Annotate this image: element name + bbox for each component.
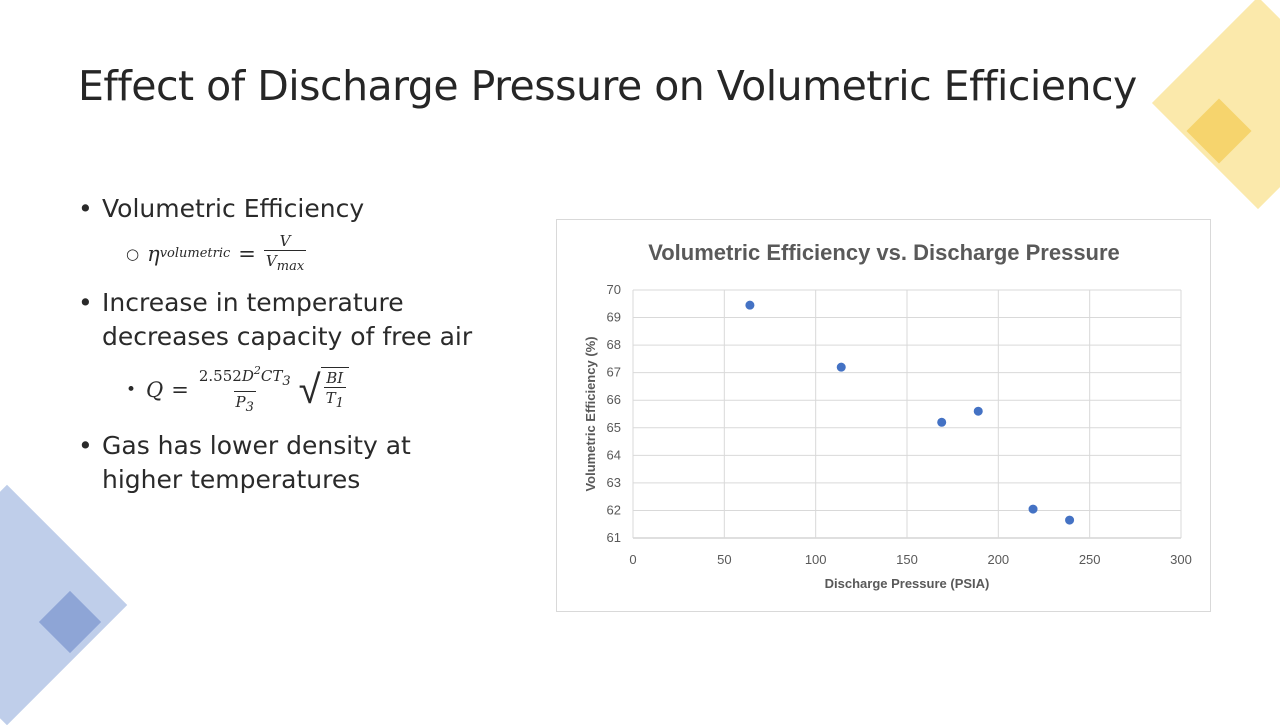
- radicand: BI T1: [320, 366, 349, 413]
- bullet-item: • Volumetric Efficiency: [78, 192, 498, 226]
- bullet-text: Increase in temperature decreases capaci…: [102, 288, 473, 351]
- square-root: √ BI T1: [298, 366, 349, 413]
- scatter-chart: Volumetric Efficiency vs. Discharge Pres…: [556, 219, 1211, 612]
- denominator-subscript: 3: [245, 400, 254, 415]
- sub-bullet-circle: ○: [126, 245, 140, 263]
- fraction: 2.552D2CT3 P3: [197, 362, 293, 417]
- data-point: [937, 417, 947, 427]
- eta-subscript: volumetric: [159, 246, 231, 261]
- formula-volumetric-efficiency: ○ η volumetric = V Vmax: [126, 232, 498, 276]
- bullet-list: • Volumetric Efficiency ○ η volumetric =…: [78, 192, 498, 497]
- y-tick-label: 68: [607, 337, 621, 352]
- denominator-base: T: [325, 388, 336, 407]
- denominator-base: P: [235, 393, 246, 411]
- slide-title: Effect of Discharge Pressure on Volumetr…: [78, 62, 1137, 110]
- x-axis-label: Discharge Pressure (PSIA): [825, 576, 990, 591]
- exponent: 2: [253, 364, 261, 377]
- chart-title: Volumetric Efficiency vs. Discharge Pres…: [648, 240, 1120, 265]
- denominator-subscript: max: [276, 259, 305, 274]
- sub-bullet-dot: •: [126, 379, 137, 400]
- bullet-item: • Increase in temperature decreases capa…: [78, 286, 498, 354]
- y-tick-label: 63: [607, 475, 621, 490]
- x-tick-label: 150: [896, 552, 918, 567]
- grid-lines: [632, 289, 1182, 539]
- x-tick-label: 200: [987, 552, 1009, 567]
- data-point: [1028, 504, 1038, 514]
- eta-symbol: η: [147, 242, 160, 266]
- ct-term: CT: [260, 367, 283, 385]
- bullet-text: Gas has lower density at higher temperat…: [102, 431, 411, 494]
- ct-subscript: 3: [282, 374, 291, 389]
- q-symbol: Q: [146, 377, 164, 402]
- x-tick-label: 0: [629, 552, 636, 567]
- diameter: D: [241, 367, 254, 385]
- denominator-subscript: 1: [335, 395, 344, 411]
- bullet-dot: •: [78, 194, 93, 223]
- y-tick-label: 64: [607, 447, 621, 462]
- equals-sign: =: [238, 242, 256, 266]
- y-tick-label: 62: [607, 502, 621, 517]
- y-tick-label: 65: [607, 420, 621, 435]
- data-point: [973, 406, 983, 416]
- y-tick-label: 61: [607, 530, 621, 545]
- y-tick-label: 70: [607, 282, 621, 297]
- formula-capacity: • Q = 2.552D2CT3 P3 √ BI T1: [126, 362, 498, 417]
- chart-svg: Volumetric Efficiency vs. Discharge Pres…: [583, 240, 1192, 591]
- bullet-dot: •: [78, 288, 93, 317]
- fraction-numerator: 2.552D2CT3: [197, 362, 293, 391]
- x-tick-label: 250: [1079, 552, 1101, 567]
- fraction-denominator: T1: [323, 386, 346, 413]
- y-axis-label: Volumetric Efficiency (%): [583, 336, 598, 491]
- data-points: [745, 300, 1075, 525]
- x-tick-label: 50: [717, 552, 731, 567]
- tick-labels: 61 62 63 64 65 66 67 68 69 70 0 50 100 150 200 250 300: [607, 282, 1192, 567]
- bullet-dot: •: [78, 431, 93, 460]
- fraction: V Vmax: [263, 232, 307, 276]
- radical-icon: √: [298, 366, 321, 413]
- bullet-text: Volumetric Efficiency: [102, 194, 365, 223]
- coefficient: 2.552: [198, 367, 242, 385]
- denominator-base: V: [265, 252, 277, 270]
- y-tick-label: 67: [607, 365, 621, 380]
- bullet-item: • Gas has lower density at higher temper…: [78, 429, 498, 497]
- fraction-numerator: V: [279, 232, 291, 250]
- data-point: [1065, 515, 1075, 525]
- fraction-denominator: P3: [233, 391, 256, 417]
- equals-sign: =: [171, 377, 189, 402]
- x-tick-label: 100: [805, 552, 827, 567]
- fraction: BI T1: [323, 368, 346, 413]
- data-point: [836, 362, 846, 372]
- fraction-denominator: Vmax: [263, 250, 307, 276]
- data-point: [745, 300, 755, 310]
- y-tick-label: 66: [607, 392, 621, 407]
- x-tick-label: 300: [1170, 552, 1192, 567]
- y-tick-label: 69: [607, 310, 621, 325]
- fraction-numerator: BI: [326, 368, 344, 387]
